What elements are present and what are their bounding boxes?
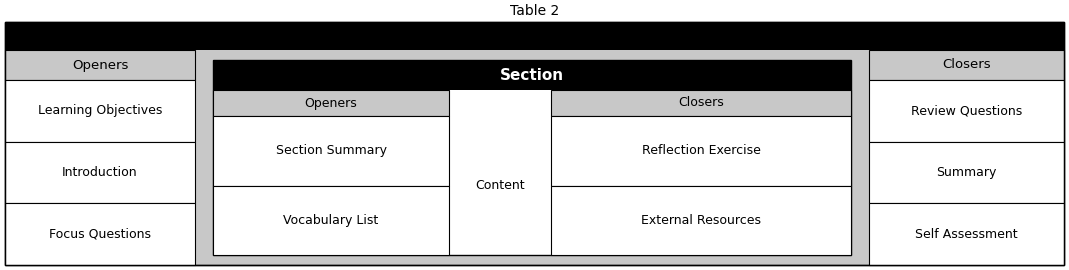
Bar <box>5 50 195 80</box>
Text: Closers: Closers <box>942 59 991 72</box>
Text: Introduction: Introduction <box>62 166 138 179</box>
Bar <box>213 60 851 90</box>
Text: Closers: Closers <box>678 96 724 110</box>
Text: Self Assessment: Self Assessment <box>915 228 1018 241</box>
Text: External Resources: External Resources <box>641 214 761 227</box>
Bar <box>869 203 1064 265</box>
Text: Focus Questions: Focus Questions <box>49 228 151 241</box>
Bar <box>213 60 851 255</box>
Text: Section: Section <box>500 68 564 83</box>
Text: Openers: Openers <box>72 59 128 72</box>
Text: Content: Content <box>476 179 525 192</box>
Bar <box>5 142 195 203</box>
Bar <box>213 116 449 185</box>
Text: Table 2: Table 2 <box>510 4 559 18</box>
Text: Learning Objectives: Learning Objectives <box>37 104 162 117</box>
Text: Openers: Openers <box>305 96 357 110</box>
Text: Section Summary: Section Summary <box>276 144 387 157</box>
Bar <box>552 185 851 255</box>
Bar <box>213 90 449 116</box>
Text: Vocabulary List: Vocabulary List <box>283 214 378 227</box>
Bar <box>869 142 1064 203</box>
Bar <box>213 185 449 255</box>
Text: Review Questions: Review Questions <box>911 104 1022 117</box>
Bar <box>5 80 195 142</box>
Bar <box>5 22 1064 50</box>
Bar <box>869 80 1064 142</box>
Bar <box>552 90 851 116</box>
Bar <box>552 116 851 185</box>
Text: Summary: Summary <box>936 166 996 179</box>
Bar <box>5 203 195 265</box>
Bar <box>869 50 1064 80</box>
Text: Reflection Exercise: Reflection Exercise <box>641 144 760 157</box>
